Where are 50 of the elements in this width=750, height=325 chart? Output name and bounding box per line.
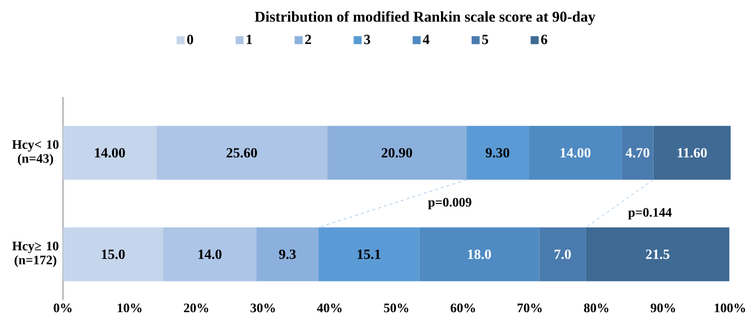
data-label: 14.00: [95, 148, 125, 158]
bar: [622, 126, 654, 180]
legend-label: 4: [422, 34, 430, 44]
bar: [163, 227, 256, 282]
bar: [63, 227, 164, 282]
x-tick-label: 90%: [650, 304, 676, 312]
data-label: 20.90: [382, 148, 412, 158]
bar: [586, 227, 730, 282]
chart-title: Distribution of modified Rankin scale score at 90-day: [254, 11, 596, 25]
annotation: p=0.144: [628, 208, 672, 220]
bar: [256, 227, 318, 282]
bar: [653, 126, 731, 180]
x-tick-label: 40%: [316, 304, 342, 312]
bar: [327, 126, 467, 180]
x-tick-label: 80%: [584, 304, 608, 312]
legend-label: 6: [541, 34, 548, 44]
bar: [63, 126, 156, 180]
legend-label: 0: [187, 34, 194, 44]
data-label: 9.30: [486, 148, 510, 158]
x-tick-label: 10%: [118, 304, 142, 312]
legend-label: 1: [246, 34, 252, 44]
data-label: 7.0: [554, 250, 571, 260]
data-label: 9.3: [279, 250, 296, 260]
x-tick-label: 60%: [450, 304, 475, 312]
x-tick-label: 20%: [184, 304, 208, 312]
x-tick-label: 0%: [54, 304, 72, 312]
x-tick-label: 30%: [250, 304, 275, 312]
data-label: 21.5: [646, 250, 670, 260]
y-tick-label: Hcy< 10 (n=43): [12, 140, 59, 166]
data-label: 15.1: [358, 250, 380, 260]
data-label: 14.00: [560, 148, 590, 158]
bar: [539, 227, 586, 282]
bar: [419, 227, 540, 282]
data-label: 14.0: [198, 250, 222, 260]
legend-label: 5: [482, 34, 488, 44]
data-label: 25.60: [226, 148, 257, 158]
x-tick-label: 100%: [714, 304, 746, 312]
x-tick-label: 70%: [518, 304, 542, 312]
legend-label: 2: [305, 34, 312, 44]
data-label: 18.0: [468, 250, 491, 260]
bar: [466, 126, 529, 180]
annotation: p=0.009: [428, 198, 472, 210]
data-label: 4.70: [626, 148, 650, 158]
data-label: 15.0: [102, 250, 125, 260]
y-tick-label: Hcy≥ 10 (n=172): [12, 242, 58, 268]
data-label: 11.60: [678, 148, 707, 158]
bar: [528, 126, 622, 180]
legend-label: 3: [364, 34, 370, 44]
bar: [156, 126, 328, 180]
x-tick-label: 50%: [384, 304, 408, 312]
